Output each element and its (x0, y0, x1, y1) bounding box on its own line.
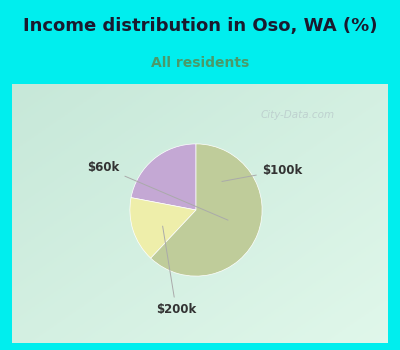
Text: $100k: $100k (222, 164, 302, 182)
Text: $60k: $60k (87, 161, 228, 220)
Wedge shape (131, 144, 196, 210)
Text: Income distribution in Oso, WA (%): Income distribution in Oso, WA (%) (23, 17, 377, 35)
Wedge shape (130, 198, 196, 258)
Text: All residents: All residents (151, 56, 249, 70)
Text: $200k: $200k (156, 226, 196, 316)
Wedge shape (151, 144, 262, 276)
Text: City-Data.com: City-Data.com (261, 110, 335, 120)
